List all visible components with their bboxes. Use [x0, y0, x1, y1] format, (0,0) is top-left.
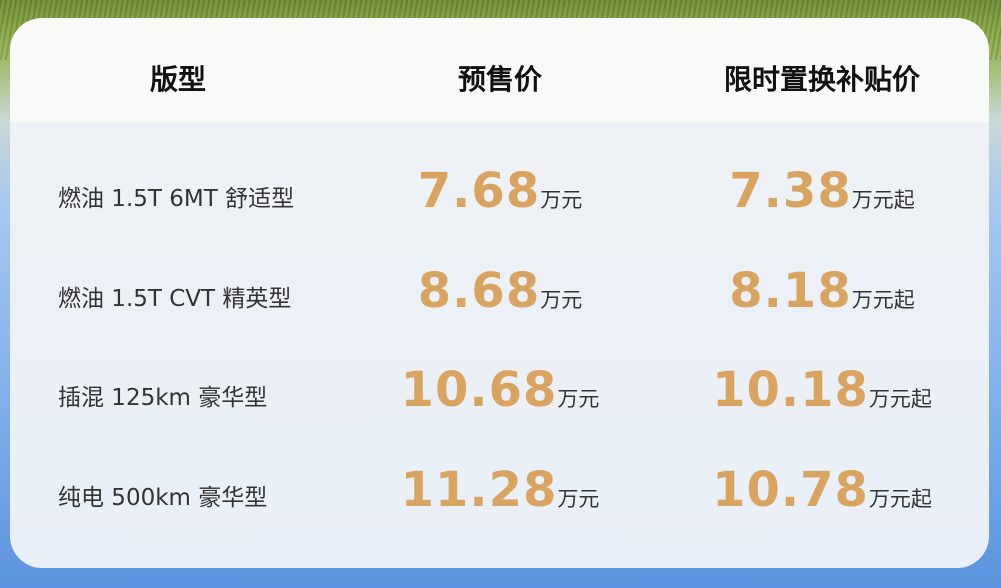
presale-unit: 万元: [557, 387, 600, 411]
table-row: 燃油 1.5T CVT 精英型 8.68万元 8.18万元起: [10, 263, 989, 323]
presale-price: 8.68万元: [418, 263, 582, 319]
subsidy-price: 10.18万元起: [712, 362, 932, 418]
subsidy-unit: 万元起: [868, 487, 932, 511]
subsidy-price: 7.38万元起: [729, 163, 914, 219]
subsidy-value: 10.78: [712, 462, 869, 518]
version-name: 纯电 500km 豪华型: [58, 485, 268, 511]
subsidy-value: 8.18: [729, 263, 852, 319]
table-header: 版型 预售价 限时置换补贴价: [10, 18, 989, 122]
price-table-card: 版型 预售价 限时置换补贴价 燃油 1.5T 6MT 舒适型 7.68万元 7.…: [10, 18, 989, 568]
header-version: 版型: [149, 63, 207, 96]
subsidy-price: 10.78万元起: [712, 462, 932, 518]
presale-value: 11.28: [400, 462, 558, 518]
presale-value: 7.68: [417, 163, 541, 219]
presale-unit: 万元: [557, 487, 600, 511]
version-name: 燃油 1.5T CVT 精英型: [58, 286, 292, 312]
presale-price: 7.68万元: [418, 163, 582, 219]
header-subsidy-price: 限时置换补贴价: [723, 63, 921, 96]
subsidy-unit: 万元起: [851, 288, 915, 312]
subsidy-price: 8.18万元起: [729, 263, 914, 319]
subsidy-unit: 万元起: [868, 387, 932, 411]
presale-price: 10.68万元: [401, 362, 600, 418]
version-name: 燃油 1.5T 6MT 舒适型: [58, 186, 295, 212]
subsidy-value: 7.38: [729, 163, 852, 219]
header-presale-price: 预售价: [457, 63, 543, 96]
presale-value: 8.68: [417, 263, 541, 319]
presale-value: 10.68: [400, 362, 558, 418]
table-row: 插混 125km 豪华型 10.68万元 10.18万元起: [10, 362, 989, 422]
table-row: 纯电 500km 豪华型 11.28万元 10.78万元起: [10, 462, 989, 522]
presale-price: 11.28万元: [401, 462, 600, 518]
presale-unit: 万元: [540, 188, 583, 212]
version-name: 插混 125km 豪华型: [58, 385, 268, 411]
presale-unit: 万元: [540, 288, 583, 312]
subsidy-unit: 万元起: [851, 188, 915, 212]
table-row: 燃油 1.5T 6MT 舒适型 7.68万元 7.38万元起: [10, 163, 989, 223]
subsidy-value: 10.18: [712, 362, 869, 418]
